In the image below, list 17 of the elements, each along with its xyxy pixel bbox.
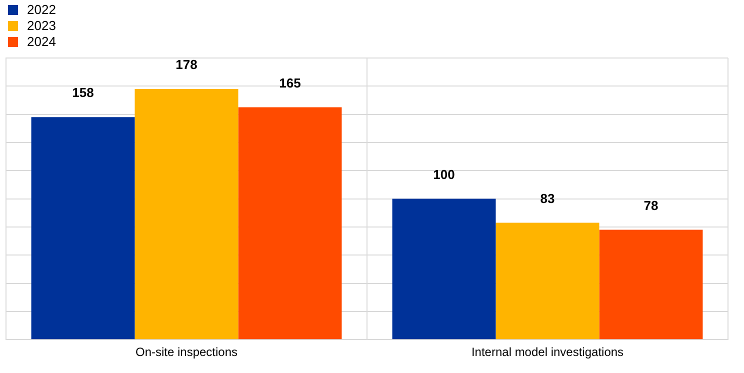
legend-label: 2024: [27, 34, 56, 50]
data-label: 165: [279, 75, 301, 90]
legend-label: 2023: [27, 18, 56, 34]
x-tick-label: Internal model investigations: [471, 345, 624, 360]
data-label: 100: [433, 166, 455, 182]
x-tick-label: On-site inspections: [135, 345, 238, 360]
data-label: 178: [176, 57, 198, 72]
bar: [392, 198, 496, 340]
bar: [134, 88, 238, 340]
bar: [496, 222, 600, 340]
bar: [599, 230, 703, 340]
data-label: 78: [644, 198, 658, 213]
bar: [31, 117, 135, 340]
data-label: 83: [540, 190, 555, 206]
bar: [238, 107, 342, 340]
legend-label: 2022: [27, 2, 56, 18]
data-label: 158: [72, 85, 94, 100]
